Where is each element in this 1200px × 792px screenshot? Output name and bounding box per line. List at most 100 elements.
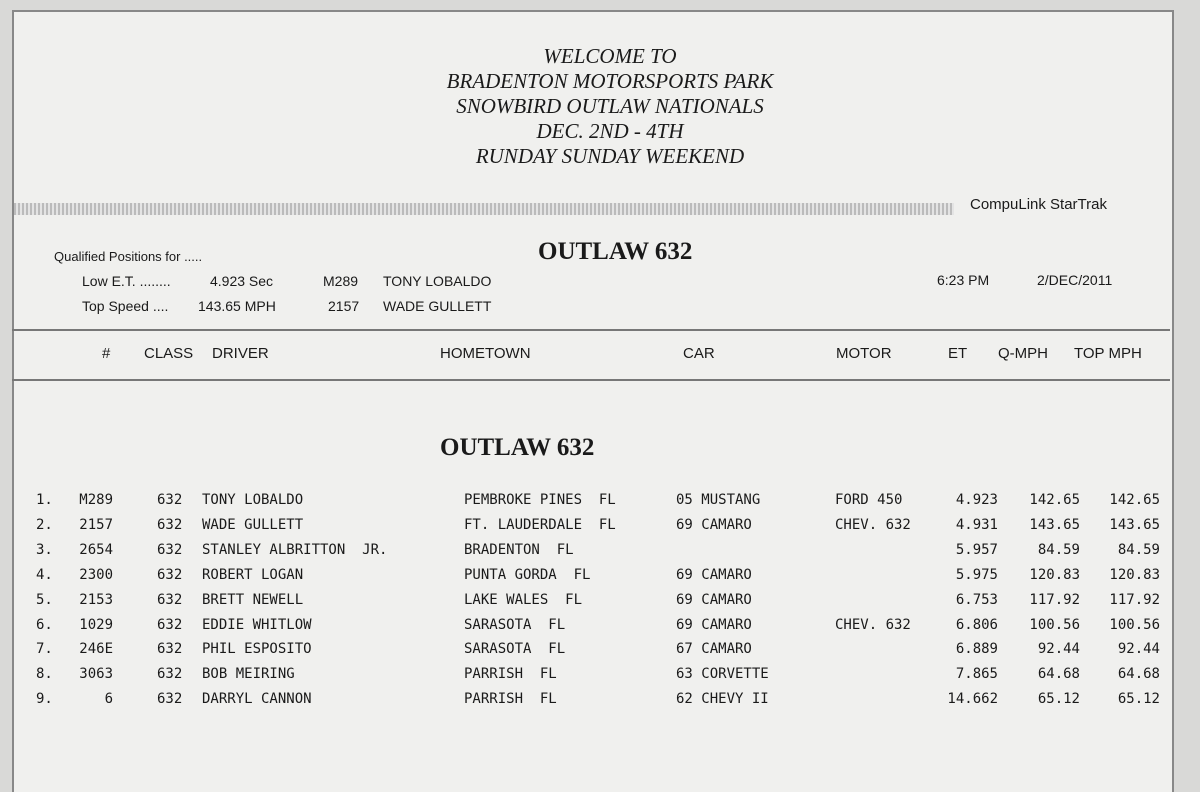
cell-top-mph: 143.65 <box>1109 516 1160 533</box>
low-et-label: Low E.T. ........ <box>82 273 171 289</box>
cell-et: 14.662 <box>947 691 998 708</box>
cell-car-number: 6 <box>104 691 113 708</box>
cell-position: 7. <box>36 641 53 658</box>
qualified-label: Qualified Positions for ..... <box>54 249 203 264</box>
cell-qmph: 117.92 <box>1029 591 1080 608</box>
cell-top-mph: 92.44 <box>1117 641 1160 658</box>
cell-driver: BRETT NEWELL <box>202 591 304 608</box>
cell-driver: STANLEY ALBRITTON JR. <box>202 541 388 558</box>
cell-et: 4.923 <box>955 492 998 508</box>
cell-car: 69 CAMARO <box>676 566 752 583</box>
cell-hometown: SARASOTA FL <box>464 616 566 633</box>
col-header-number: # <box>102 345 111 362</box>
low-et-driver: TONY LOBALDO <box>383 273 492 289</box>
cell-car: 69 CAMARO <box>676 516 752 533</box>
low-et-value: 4.923 Sec <box>210 273 274 289</box>
cell-class: 632 <box>157 666 183 683</box>
cell-hometown: BRADENTON FL <box>464 541 574 558</box>
col-header-driver: DRIVER <box>212 345 269 362</box>
col-header-hometown: HOMETOWN <box>440 345 531 362</box>
cell-car: 69 CAMARO <box>676 591 752 608</box>
cell-car-number: 2157 <box>79 516 113 533</box>
cell-top-mph: 117.92 <box>1109 591 1160 608</box>
cell-position: 9. <box>36 691 53 708</box>
cell-et: 5.975 <box>955 566 998 583</box>
cell-qmph: 100.56 <box>1029 616 1080 633</box>
cell-class: 632 <box>157 616 183 633</box>
col-header-motor: MOTOR <box>836 345 892 362</box>
cell-top-mph: 142.65 <box>1109 492 1160 508</box>
col-header-qmph: Q-MPH <box>998 345 1048 362</box>
welcome-line: BRADENTON MOTORSPORTS PARK <box>446 69 774 93</box>
cell-qmph: 142.65 <box>1029 492 1080 508</box>
cell-driver: ROBERT LOGAN <box>202 566 304 583</box>
col-header-class: CLASS <box>144 345 194 362</box>
cell-class: 632 <box>157 641 183 658</box>
cell-top-mph: 84.59 <box>1117 541 1160 558</box>
cell-hometown: LAKE WALES FL <box>464 591 583 608</box>
cell-class: 632 <box>157 492 183 508</box>
cell-qmph: 65.12 <box>1037 691 1080 708</box>
cell-class: 632 <box>157 566 183 583</box>
top-speed-label: Top Speed .... <box>82 298 169 314</box>
col-header-top-mph: TOP MPH <box>1074 345 1142 362</box>
cell-car-number: 2300 <box>79 566 113 583</box>
cell-driver: TONY LOBALDO <box>202 492 304 508</box>
cell-position: 6. <box>36 616 53 633</box>
cell-car: 62 CHEVY II <box>676 691 769 708</box>
cell-position: 5. <box>36 591 53 608</box>
cell-car-number: 3063 <box>79 666 113 683</box>
cell-driver: PHIL ESPOSITO <box>202 641 312 658</box>
cell-et: 6.889 <box>955 641 998 658</box>
cell-car-number: 2153 <box>79 591 113 608</box>
cell-qmph: 143.65 <box>1029 516 1080 533</box>
report-time: 6:23 PM <box>937 272 990 288</box>
welcome-line: WELCOME TO <box>543 44 677 68</box>
col-header-et: ET <box>948 345 968 362</box>
cell-qmph: 92.44 <box>1037 641 1080 658</box>
welcome-line: DEC. 2ND - 4TH <box>536 119 684 143</box>
cell-position: 4. <box>36 566 53 583</box>
cell-et: 4.931 <box>955 516 998 533</box>
decorative-band <box>14 203 954 215</box>
cell-driver: BOB MEIRING <box>202 666 295 683</box>
cell-position: 2. <box>36 516 53 533</box>
cell-qmph: 84.59 <box>1037 541 1080 558</box>
section-title: OUTLAW 632 <box>440 434 595 461</box>
cell-motor: CHEV. 632 <box>835 516 911 533</box>
divider <box>12 379 1170 381</box>
brand-label: CompuLink StarTrak <box>970 196 1107 213</box>
cell-car-number: 1029 <box>79 616 113 633</box>
cell-motor: CHEV. 632 <box>835 616 911 633</box>
cell-et: 6.806 <box>955 616 998 633</box>
welcome-line: RUNDAY SUNDAY WEEKEND <box>475 144 745 168</box>
cell-car: 67 CAMARO <box>676 641 752 658</box>
cell-motor: FORD 450 <box>835 492 903 508</box>
cell-driver: EDDIE WHITLOW <box>202 616 312 633</box>
cell-class: 632 <box>157 541 183 558</box>
cell-qmph: 64.68 <box>1037 666 1080 683</box>
cell-driver: WADE GULLETT <box>202 516 304 533</box>
results-sheet <box>12 10 1174 792</box>
cell-car: 05 MUSTANG <box>676 492 761 508</box>
cell-class: 632 <box>157 516 183 533</box>
cell-hometown: PARRISH FL <box>464 691 557 708</box>
cell-et: 5.957 <box>955 541 998 558</box>
col-header-car: CAR <box>683 345 715 362</box>
cell-hometown: PEMBROKE PINES FL <box>464 492 616 508</box>
welcome-header: WELCOME TO BRADENTON MOTORSPORTS PARK SN… <box>0 44 1200 169</box>
cell-position: 3. <box>36 541 53 558</box>
cell-hometown: SARASOTA FL <box>464 641 566 658</box>
cell-position: 8. <box>36 666 53 683</box>
top-speed-number: 2157 <box>328 298 360 314</box>
cell-car-number: M289 <box>79 492 113 508</box>
cell-top-mph: 120.83 <box>1109 566 1160 583</box>
cell-car-number: 2654 <box>79 541 113 558</box>
class-title: OUTLAW 632 <box>538 238 693 265</box>
cell-et: 7.865 <box>955 666 998 683</box>
cell-top-mph: 64.68 <box>1117 666 1160 683</box>
top-speed-value: 143.65 MPH <box>198 298 276 314</box>
cell-qmph: 120.83 <box>1029 566 1080 583</box>
cell-car-number: 246E <box>79 641 113 658</box>
cell-car: 63 CORVETTE <box>676 666 769 683</box>
